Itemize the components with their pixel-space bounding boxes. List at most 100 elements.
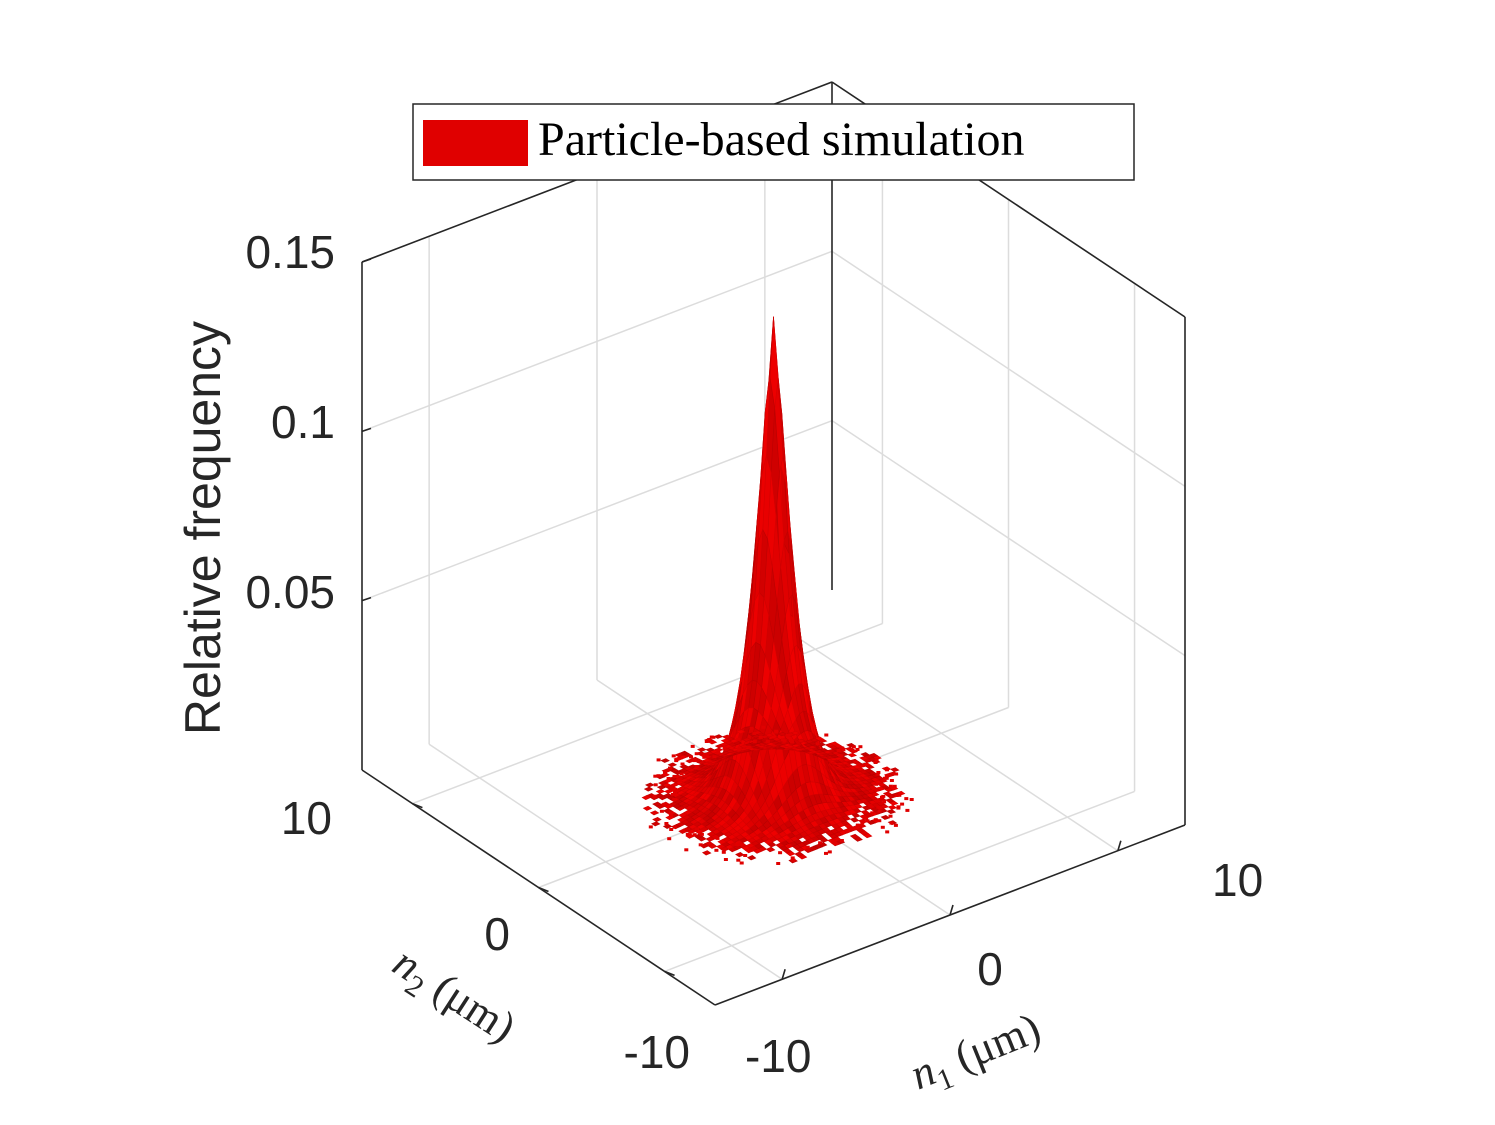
surface-speckle (874, 758, 879, 762)
surface-speckle (824, 851, 828, 855)
surface-speckle (752, 740, 757, 743)
surface-speckle (699, 832, 704, 836)
surface-speckle (692, 833, 697, 837)
surface-speckle (737, 747, 742, 751)
surface-speckle (709, 735, 714, 739)
surface-speckle (735, 843, 740, 846)
surface-speckle (778, 851, 783, 855)
x-tick-mark (949, 904, 954, 916)
surface-speckle (818, 841, 823, 845)
surface-cell (658, 780, 668, 786)
tick-marks (361, 258, 1122, 980)
x-tick-label: 0 (977, 943, 1003, 995)
surface-speckle (673, 790, 677, 794)
surface-speckle (790, 856, 795, 860)
surface-speckle (831, 838, 836, 842)
surface-speckle (668, 766, 672, 770)
surface-speckle (694, 765, 699, 768)
surface-speckle (900, 802, 905, 806)
surface-speckle (749, 848, 754, 852)
surface-cell (860, 752, 870, 757)
z-axis-label: Relative frequency (175, 321, 231, 735)
surface-speckle (674, 759, 679, 763)
y-axis-label-unit: (μm) (416, 957, 525, 1052)
surface-speckle (855, 748, 860, 751)
legend-entry: Particle-based simulation (538, 113, 1025, 166)
surface-cell (887, 804, 898, 810)
surface-speckle (781, 738, 785, 742)
surface-speckle (838, 754, 843, 758)
surface-speckle (698, 843, 703, 847)
surface-speckle (824, 733, 829, 737)
surface-speckle (723, 858, 728, 861)
surface-speckle (889, 779, 894, 782)
surface-speckle (873, 792, 878, 796)
surface-speckle (702, 755, 707, 759)
surface-speckle (885, 768, 889, 772)
z-tick-mark (361, 427, 372, 433)
surface-speckle (836, 749, 841, 752)
surface-speckle (707, 738, 712, 742)
surface-speckle (736, 737, 741, 741)
surface-speckle (884, 776, 889, 780)
surface-speckle (684, 848, 689, 852)
legend: Particle-based simulation (412, 103, 1135, 181)
y-tick-label: 10 (281, 792, 332, 844)
z-tick-mark (361, 258, 372, 263)
z-tick-label: 0.1 (271, 396, 335, 448)
surface-cell (886, 809, 897, 815)
surface-cell (699, 843, 710, 849)
surface-cell (678, 812, 688, 818)
surface-cell (746, 855, 757, 861)
surface-cell (804, 739, 815, 744)
surface-speckle (864, 816, 869, 820)
x-tick-label: 10 (1212, 854, 1263, 906)
surface-cell (860, 809, 871, 815)
surface-cell (685, 833, 695, 839)
surface-cell (714, 743, 725, 749)
surface-cell (765, 846, 776, 853)
surface-speckle (787, 843, 792, 847)
surface-cell (674, 752, 685, 758)
surface-cell (642, 805, 653, 811)
surface-speckle (694, 752, 699, 756)
grid-line (361, 419, 833, 602)
surface-speckle (882, 800, 887, 804)
legend-swatch (423, 120, 528, 166)
surface-speckle (662, 802, 667, 806)
surface-speckle (871, 787, 876, 791)
surface-speckle (652, 794, 657, 798)
surface-speckle (669, 828, 674, 831)
surface-cell (667, 762, 678, 768)
surface-cell (645, 782, 655, 788)
grid-line (831, 250, 1186, 487)
surface-cell (847, 752, 858, 758)
surface-cell (796, 738, 807, 744)
surface-speckle (805, 845, 810, 849)
surface-speckle (666, 777, 671, 780)
surface-cell (649, 810, 660, 816)
surface-speckle (653, 774, 658, 778)
surface-speckle (672, 774, 677, 778)
surface-speckle (656, 774, 661, 778)
surface-speckle (888, 784, 893, 788)
surface-speckle (653, 783, 658, 787)
x-tick-mark (781, 969, 786, 980)
surface-speckle (851, 745, 856, 749)
surface-speckle (672, 798, 677, 801)
surface-speckle (690, 744, 695, 748)
surface-speckle (668, 811, 673, 815)
surface-speckle (663, 770, 667, 774)
surface-speckle (876, 805, 881, 809)
surface-speckle (893, 823, 898, 827)
surface-speckle (875, 799, 880, 803)
surface-speckle (856, 763, 861, 767)
surface-cell (794, 851, 804, 857)
y-tick-mark (538, 886, 549, 893)
surface-speckle (692, 759, 697, 763)
surface-cell (717, 839, 727, 845)
legend-box (412, 103, 1135, 181)
surface-speckle (689, 755, 693, 759)
surface-speckle (664, 822, 669, 825)
